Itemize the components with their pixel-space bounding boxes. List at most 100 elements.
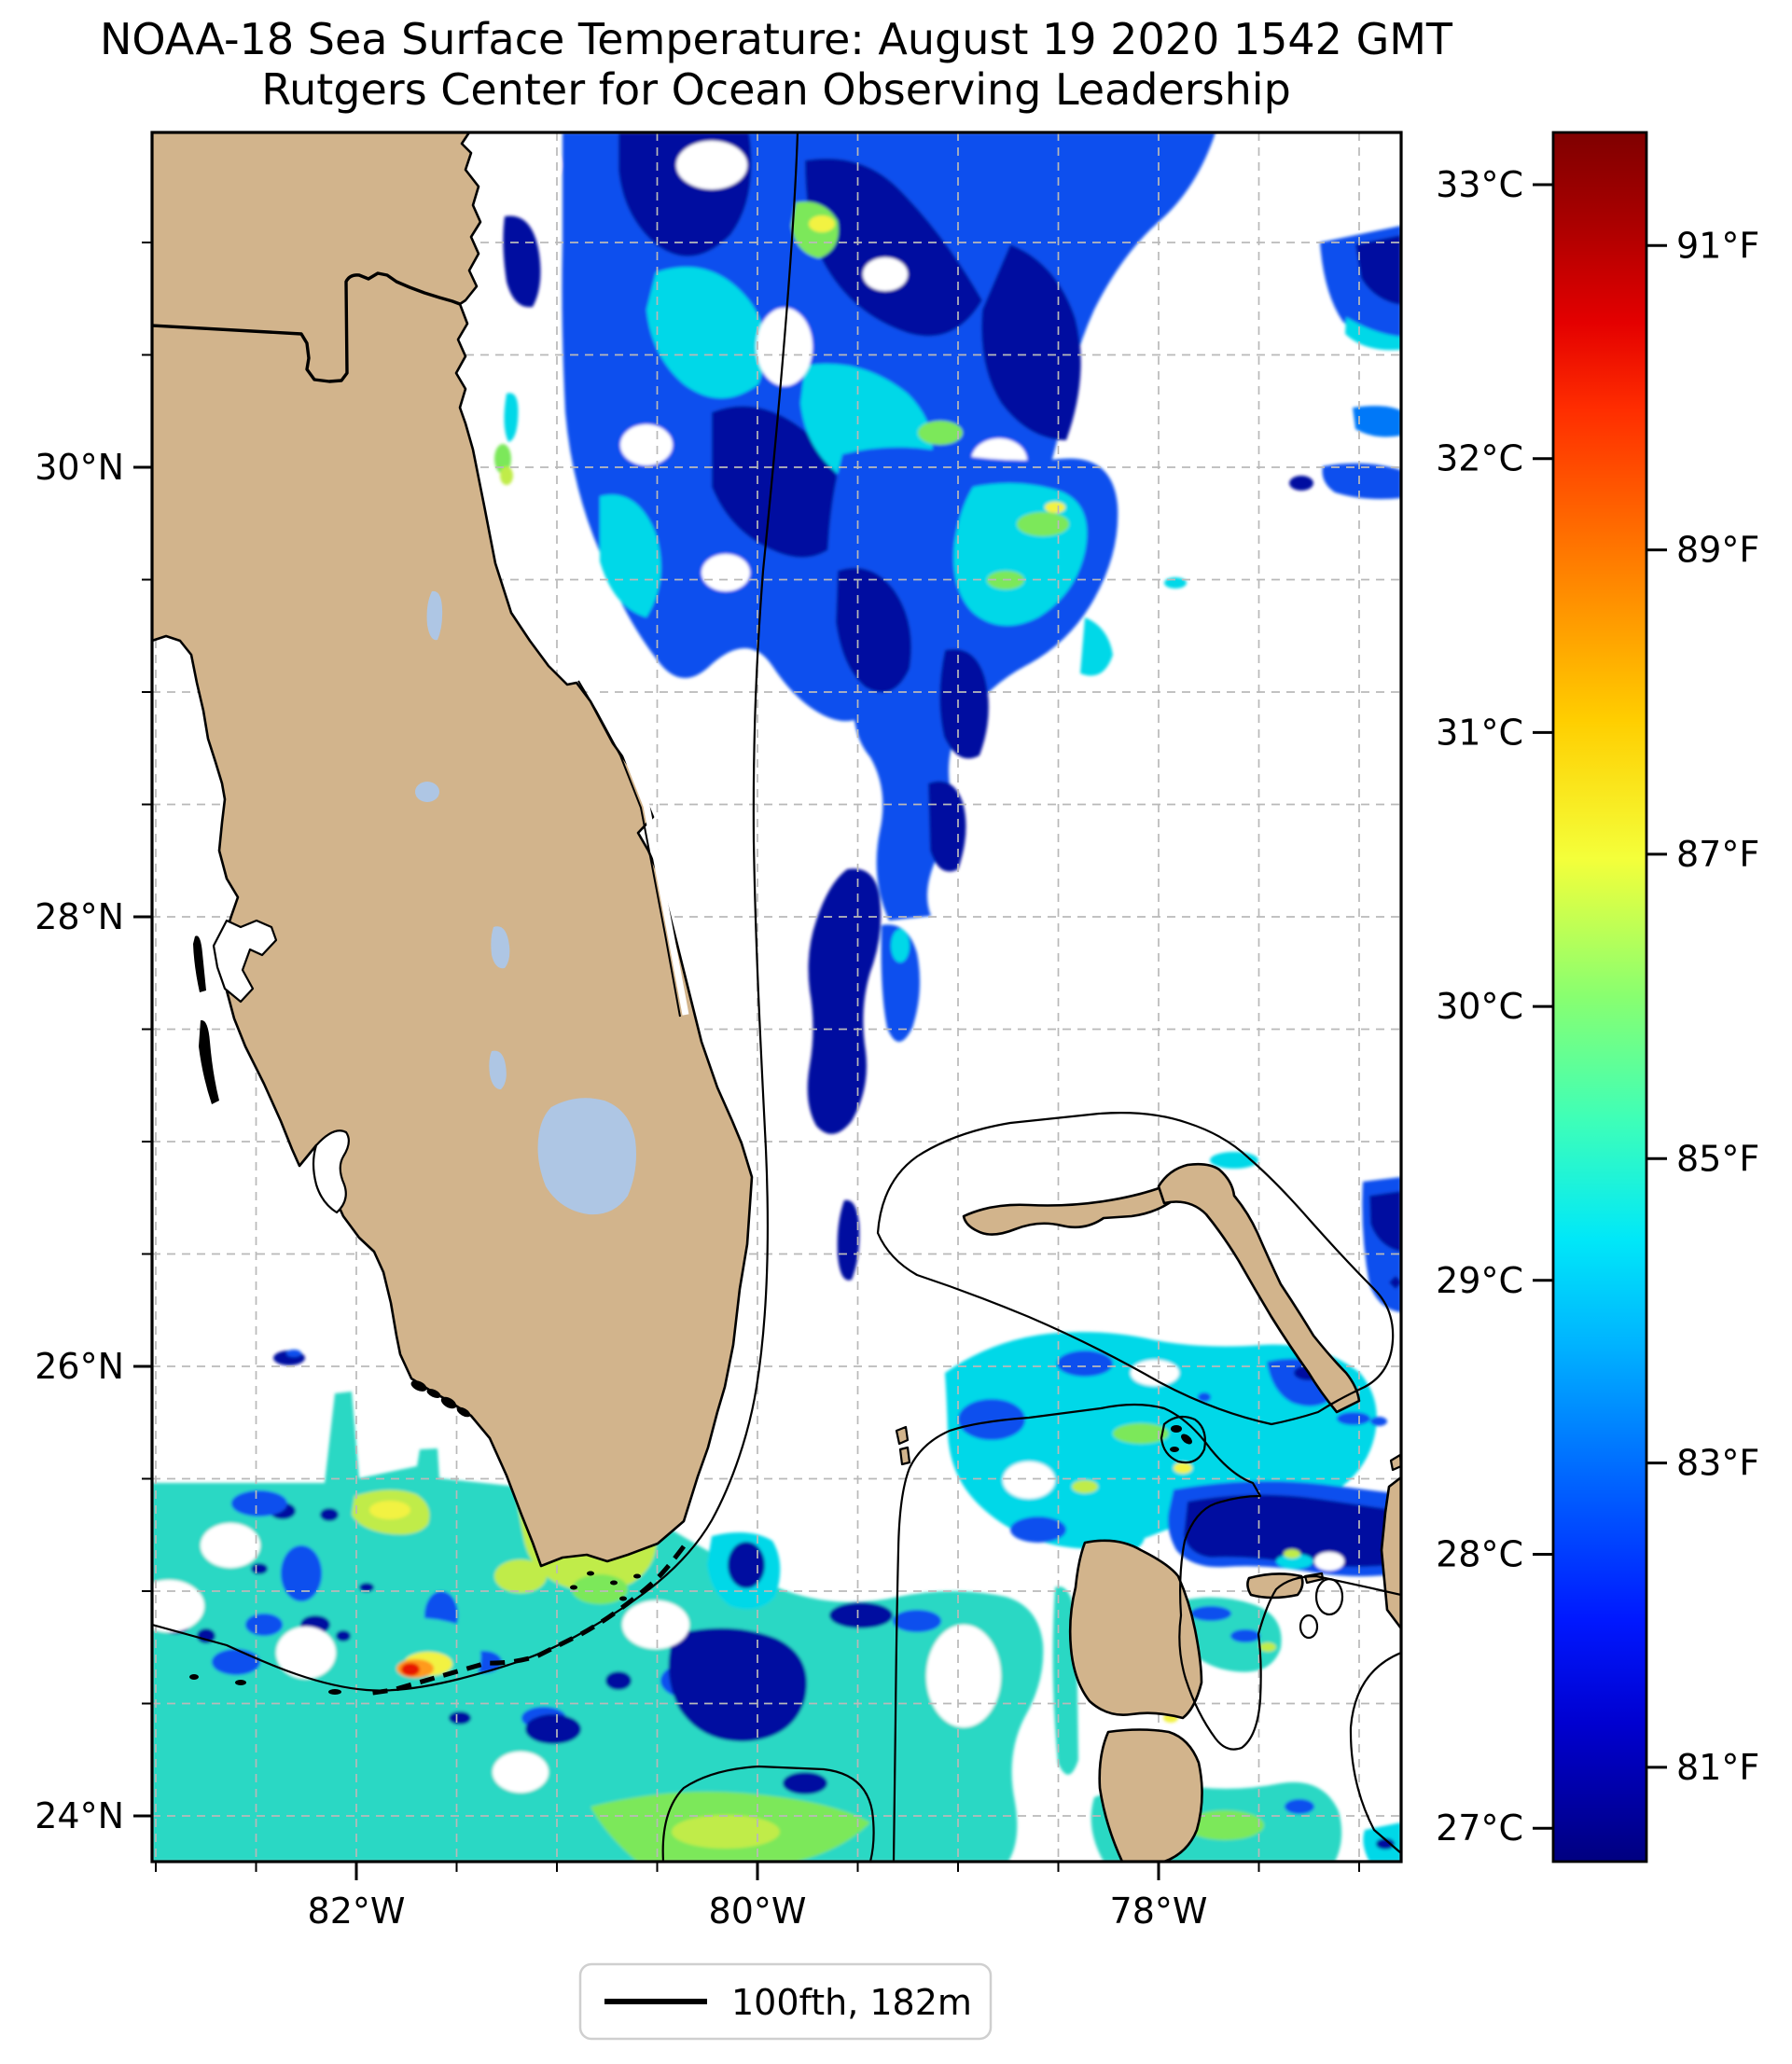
colorbar-gradient <box>1553 132 1646 1862</box>
sst-patch <box>1285 1799 1314 1814</box>
lower-keys-islets <box>189 1674 341 1695</box>
sst-patch <box>1186 1810 1264 1840</box>
lagoon-shore-line <box>577 680 681 1018</box>
sst-patch <box>646 267 766 398</box>
sst-patch <box>1370 1417 1387 1426</box>
lakes <box>415 590 636 1215</box>
sst-patch <box>1259 1642 1276 1652</box>
sst-patch <box>600 494 661 617</box>
indian-river-lagoon <box>580 676 689 1016</box>
cloud-gap <box>622 1600 689 1649</box>
colorbar-fahrenheit-label: 89°F <box>1676 530 1759 571</box>
sst-patch <box>212 1649 260 1675</box>
sst-patch <box>809 215 835 232</box>
sst-patch <box>1190 1606 1231 1621</box>
x-tick-label: 82°W <box>308 1891 406 1932</box>
sst-patch <box>1045 502 1065 513</box>
depth-contours <box>152 132 1401 1862</box>
sst-patch <box>494 444 511 474</box>
colorbar-fahrenheit-label: 87°F <box>1676 834 1759 875</box>
sst-patch <box>320 1508 339 1521</box>
sst-patch <box>245 1614 283 1636</box>
axis-ticks <box>133 242 1360 1880</box>
sst-patch <box>251 1563 268 1574</box>
sst-patch <box>958 1399 1025 1440</box>
colorbar-celsius-label: 33°C <box>1436 164 1523 205</box>
sst-patch <box>494 1559 547 1593</box>
map-area <box>133 131 1403 1880</box>
sst-patch <box>572 1574 628 1604</box>
sst-patch <box>1072 1480 1098 1493</box>
sst-patch <box>805 159 982 337</box>
map-frame <box>150 131 1403 1863</box>
berry-islands <box>1170 1425 1192 1452</box>
colorbar-fahrenheit-label: 83°F <box>1676 1443 1759 1484</box>
y-tick-label: 24°N <box>35 1795 124 1836</box>
sst-patch <box>918 421 963 445</box>
sst-patch <box>504 393 519 442</box>
sst-patch <box>728 1542 765 1588</box>
sst-patch <box>1322 463 1401 500</box>
lake-okeechobee <box>537 1098 636 1215</box>
contour-berry-ring <box>1160 1415 1206 1464</box>
small-lake-1 <box>415 782 439 802</box>
cloud-gap <box>926 1625 1001 1727</box>
sst-patch <box>1388 1275 1401 1290</box>
sst-patch <box>1276 1554 1313 1569</box>
sst-patch <box>286 1350 301 1357</box>
sst-patch <box>449 1711 471 1725</box>
sst-patch <box>893 1610 941 1632</box>
sst-patch <box>928 781 966 872</box>
colorbar-celsius-label: 29°C <box>1436 1260 1523 1301</box>
sst-patch <box>783 1772 827 1794</box>
sst-patch <box>336 1630 351 1642</box>
florida-bay-islets <box>570 1571 641 1601</box>
state-boundary <box>152 271 462 383</box>
colorbar-celsius-label: 30°C <box>1436 986 1523 1027</box>
cloud-gap <box>1131 1360 1179 1386</box>
andros-island <box>1068 1539 1203 1720</box>
sst-patch <box>401 1663 420 1676</box>
sst-patch <box>981 244 1081 440</box>
pinellas-barrier <box>193 935 206 992</box>
abaco-islands <box>1157 1162 1361 1414</box>
colorbar-ticks <box>1533 183 1667 1830</box>
colorbar-fahrenheit-label: 91°F <box>1676 225 1759 266</box>
sst-patch <box>1017 512 1069 536</box>
sst-patch <box>281 1545 322 1601</box>
legend-box <box>578 1962 993 2041</box>
colorbar-fahrenheit-label: 81°F <box>1676 1747 1759 1788</box>
sst-patch <box>500 466 513 485</box>
sst-patch <box>1184 1494 1401 1568</box>
colorbar-labels: 33°C 32°C 31°C 30°C 29°C 28°C 27°C 91°F 89°F 87°F… <box>1436 164 1759 1849</box>
sst-patch <box>939 648 989 759</box>
charlotte-harbor <box>312 1129 350 1214</box>
sst-patch <box>891 929 910 963</box>
contour-100fathom-florida <box>152 132 799 1692</box>
cloud-gap <box>1314 1552 1344 1571</box>
x-axis-labels: 82°W 80°W 78°W <box>308 1891 1208 1932</box>
colorbar-celsius-label: 31°C <box>1436 712 1523 753</box>
cloud-gap <box>493 1752 549 1793</box>
cloud-gap <box>505 145 561 186</box>
grand-bahama-island <box>962 1183 1181 1236</box>
contour-exuma-sound <box>1349 1651 1401 1855</box>
sst-patch <box>197 1628 215 1643</box>
cloud-gap <box>276 1627 336 1679</box>
x-tick-label: 78°W <box>1110 1891 1208 1932</box>
colorbar-frame <box>1551 131 1648 1863</box>
sst-patch <box>1355 235 1401 305</box>
sst-patch <box>807 868 882 1134</box>
sst-patch <box>1198 1392 1211 1402</box>
sst-patch <box>1057 1351 1113 1377</box>
cloud-gap <box>152 1580 204 1632</box>
sst-patch <box>1230 1629 1260 1642</box>
cloud-gap <box>1003 1461 1055 1499</box>
y-tick-label: 26°N <box>35 1346 124 1387</box>
sst-patch <box>672 1815 780 1849</box>
colorbar-fahrenheit-label: 85°F <box>1676 1138 1759 1179</box>
sst-patch <box>1289 476 1313 491</box>
sst-patch <box>1080 617 1113 676</box>
plot-subtitle: Rutgers Center for Ocean Observing Leade… <box>261 64 1291 115</box>
